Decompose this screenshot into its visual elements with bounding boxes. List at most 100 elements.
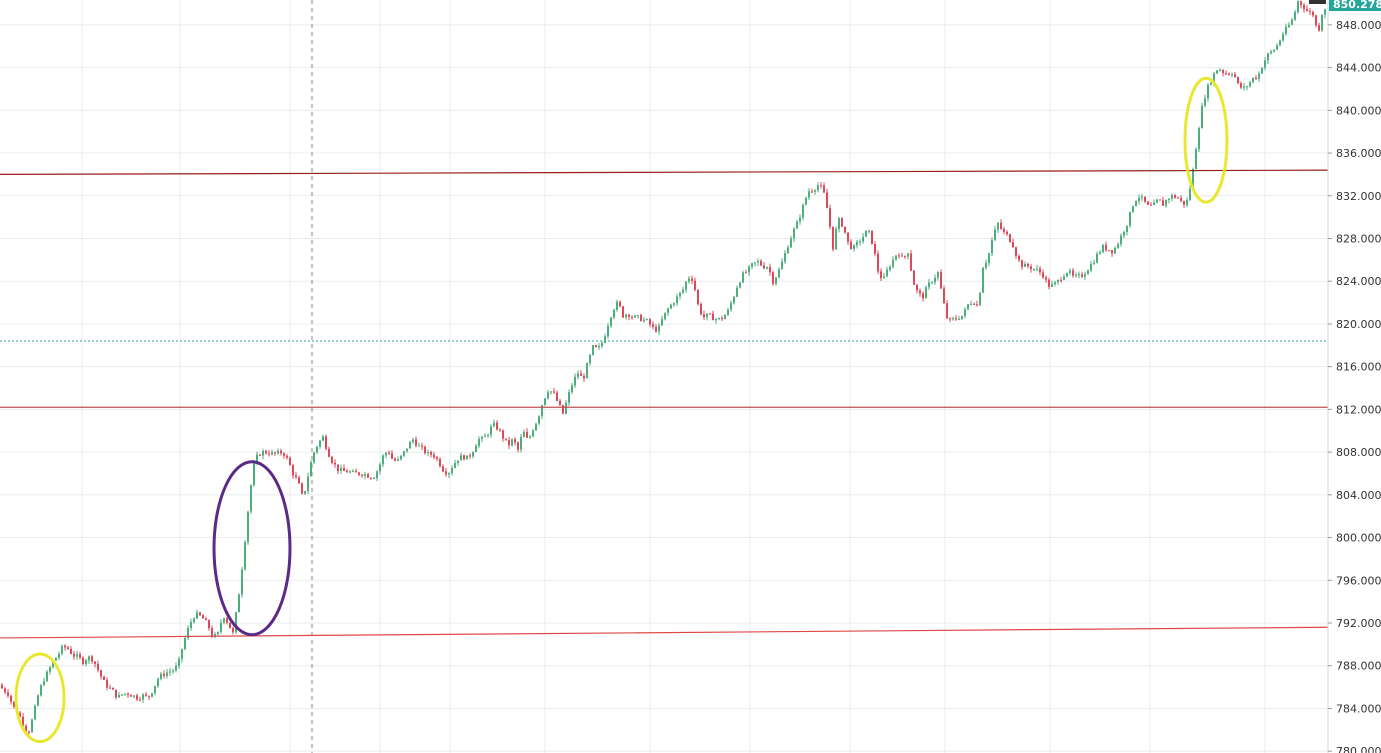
candle-body xyxy=(820,185,822,187)
candle-body xyxy=(178,658,180,666)
price-tick-label: 780.000 xyxy=(1336,745,1381,753)
candle-body xyxy=(814,190,816,192)
candle-body xyxy=(418,445,420,447)
candle-body xyxy=(52,660,54,668)
candle-body xyxy=(169,671,171,673)
candle-body xyxy=(1264,60,1266,68)
candle-body xyxy=(1168,198,1170,201)
candle-body xyxy=(496,422,498,430)
candle-body xyxy=(847,232,849,242)
candle-body xyxy=(274,452,276,454)
candle-body xyxy=(817,185,819,191)
candle-body xyxy=(1081,274,1083,277)
candle-body xyxy=(952,318,954,320)
candle-body xyxy=(307,476,309,492)
candle-body xyxy=(787,247,789,254)
candle-body xyxy=(439,458,441,467)
candle-body xyxy=(1183,200,1185,205)
candle-body xyxy=(1072,270,1074,276)
candle-body xyxy=(469,455,471,457)
price-tick-label: 816.000 xyxy=(1336,361,1381,374)
annotation-ellipse[interactable] xyxy=(14,652,66,744)
candle-body xyxy=(889,266,891,270)
candle-body xyxy=(1177,197,1179,199)
candle-body xyxy=(142,694,144,700)
candle-body xyxy=(430,452,432,455)
annotation-ellipse[interactable] xyxy=(1183,76,1229,204)
candle-body xyxy=(385,452,387,456)
candle-body xyxy=(1120,235,1122,245)
last-price-badge: 850.278 xyxy=(1309,0,1381,11)
candle-body xyxy=(829,208,831,227)
candle-body xyxy=(391,453,393,459)
candle-body xyxy=(895,255,897,260)
candle-body xyxy=(652,324,654,327)
candle-body xyxy=(130,694,132,697)
candle-body xyxy=(970,303,972,305)
price-tick-label: 820.000 xyxy=(1336,318,1381,331)
candle-body xyxy=(694,280,696,290)
candle-body xyxy=(937,271,939,278)
candle-body xyxy=(1180,197,1182,201)
candle-body xyxy=(586,363,588,379)
candle-body xyxy=(1204,98,1206,106)
candle-body xyxy=(43,681,45,686)
candle-body xyxy=(568,392,570,403)
candle-body xyxy=(841,218,843,227)
candle-body xyxy=(898,255,900,257)
candle-body xyxy=(448,473,450,475)
candlestick-series xyxy=(1,0,1326,736)
candle-body xyxy=(640,315,642,322)
candle-body xyxy=(7,692,9,696)
candle-body xyxy=(1159,199,1161,201)
candle-body xyxy=(916,284,918,291)
candle-body xyxy=(304,491,306,494)
candle-body xyxy=(247,511,249,543)
candle-body xyxy=(145,694,147,696)
candle-body xyxy=(544,398,546,406)
candle-body xyxy=(778,269,780,278)
candle-body xyxy=(1138,197,1140,202)
candle-body xyxy=(46,671,48,682)
candle-body xyxy=(1309,11,1311,13)
candle-body xyxy=(859,241,861,243)
candle-body xyxy=(151,693,153,697)
candle-body xyxy=(1123,232,1125,236)
candle-body xyxy=(229,622,231,629)
candle-body xyxy=(271,452,273,455)
candle-body xyxy=(1252,77,1254,83)
candle-body xyxy=(712,313,714,321)
price-axis[interactable]: 780.000 784.000 788.000 792.000 796.000 800.0… xyxy=(1327,0,1381,753)
candle-body xyxy=(298,477,300,484)
candle-body xyxy=(379,464,381,472)
candle-body xyxy=(1198,128,1200,150)
candle-body xyxy=(739,282,741,288)
candle-body xyxy=(1225,73,1227,75)
candle-body xyxy=(826,192,828,209)
candle-body xyxy=(1312,11,1314,16)
candle-body xyxy=(580,373,582,376)
annotations[interactable] xyxy=(14,76,1229,744)
candle-body xyxy=(1009,234,1011,243)
price-tick-label: 784.000 xyxy=(1336,702,1381,715)
candle-body xyxy=(541,405,543,417)
candle-body xyxy=(991,240,993,254)
candle-body xyxy=(655,326,657,332)
candle-body xyxy=(61,645,63,654)
trend-line[interactable] xyxy=(0,169,1329,176)
trend-lines[interactable] xyxy=(0,169,1329,639)
candle-body xyxy=(463,455,465,460)
candle-body xyxy=(49,667,51,672)
candle-body xyxy=(103,676,105,680)
candle-body xyxy=(1108,250,1110,252)
candle-body xyxy=(1039,268,1041,273)
trend-line[interactable] xyxy=(0,626,1329,639)
price-tick-label: 840.000 xyxy=(1336,104,1381,117)
candle-body xyxy=(907,253,909,257)
candle-body xyxy=(868,230,870,232)
annotation-ellipse[interactable] xyxy=(212,460,292,637)
candle-body xyxy=(691,278,693,281)
candle-body xyxy=(733,296,735,304)
candle-body xyxy=(1162,200,1164,206)
